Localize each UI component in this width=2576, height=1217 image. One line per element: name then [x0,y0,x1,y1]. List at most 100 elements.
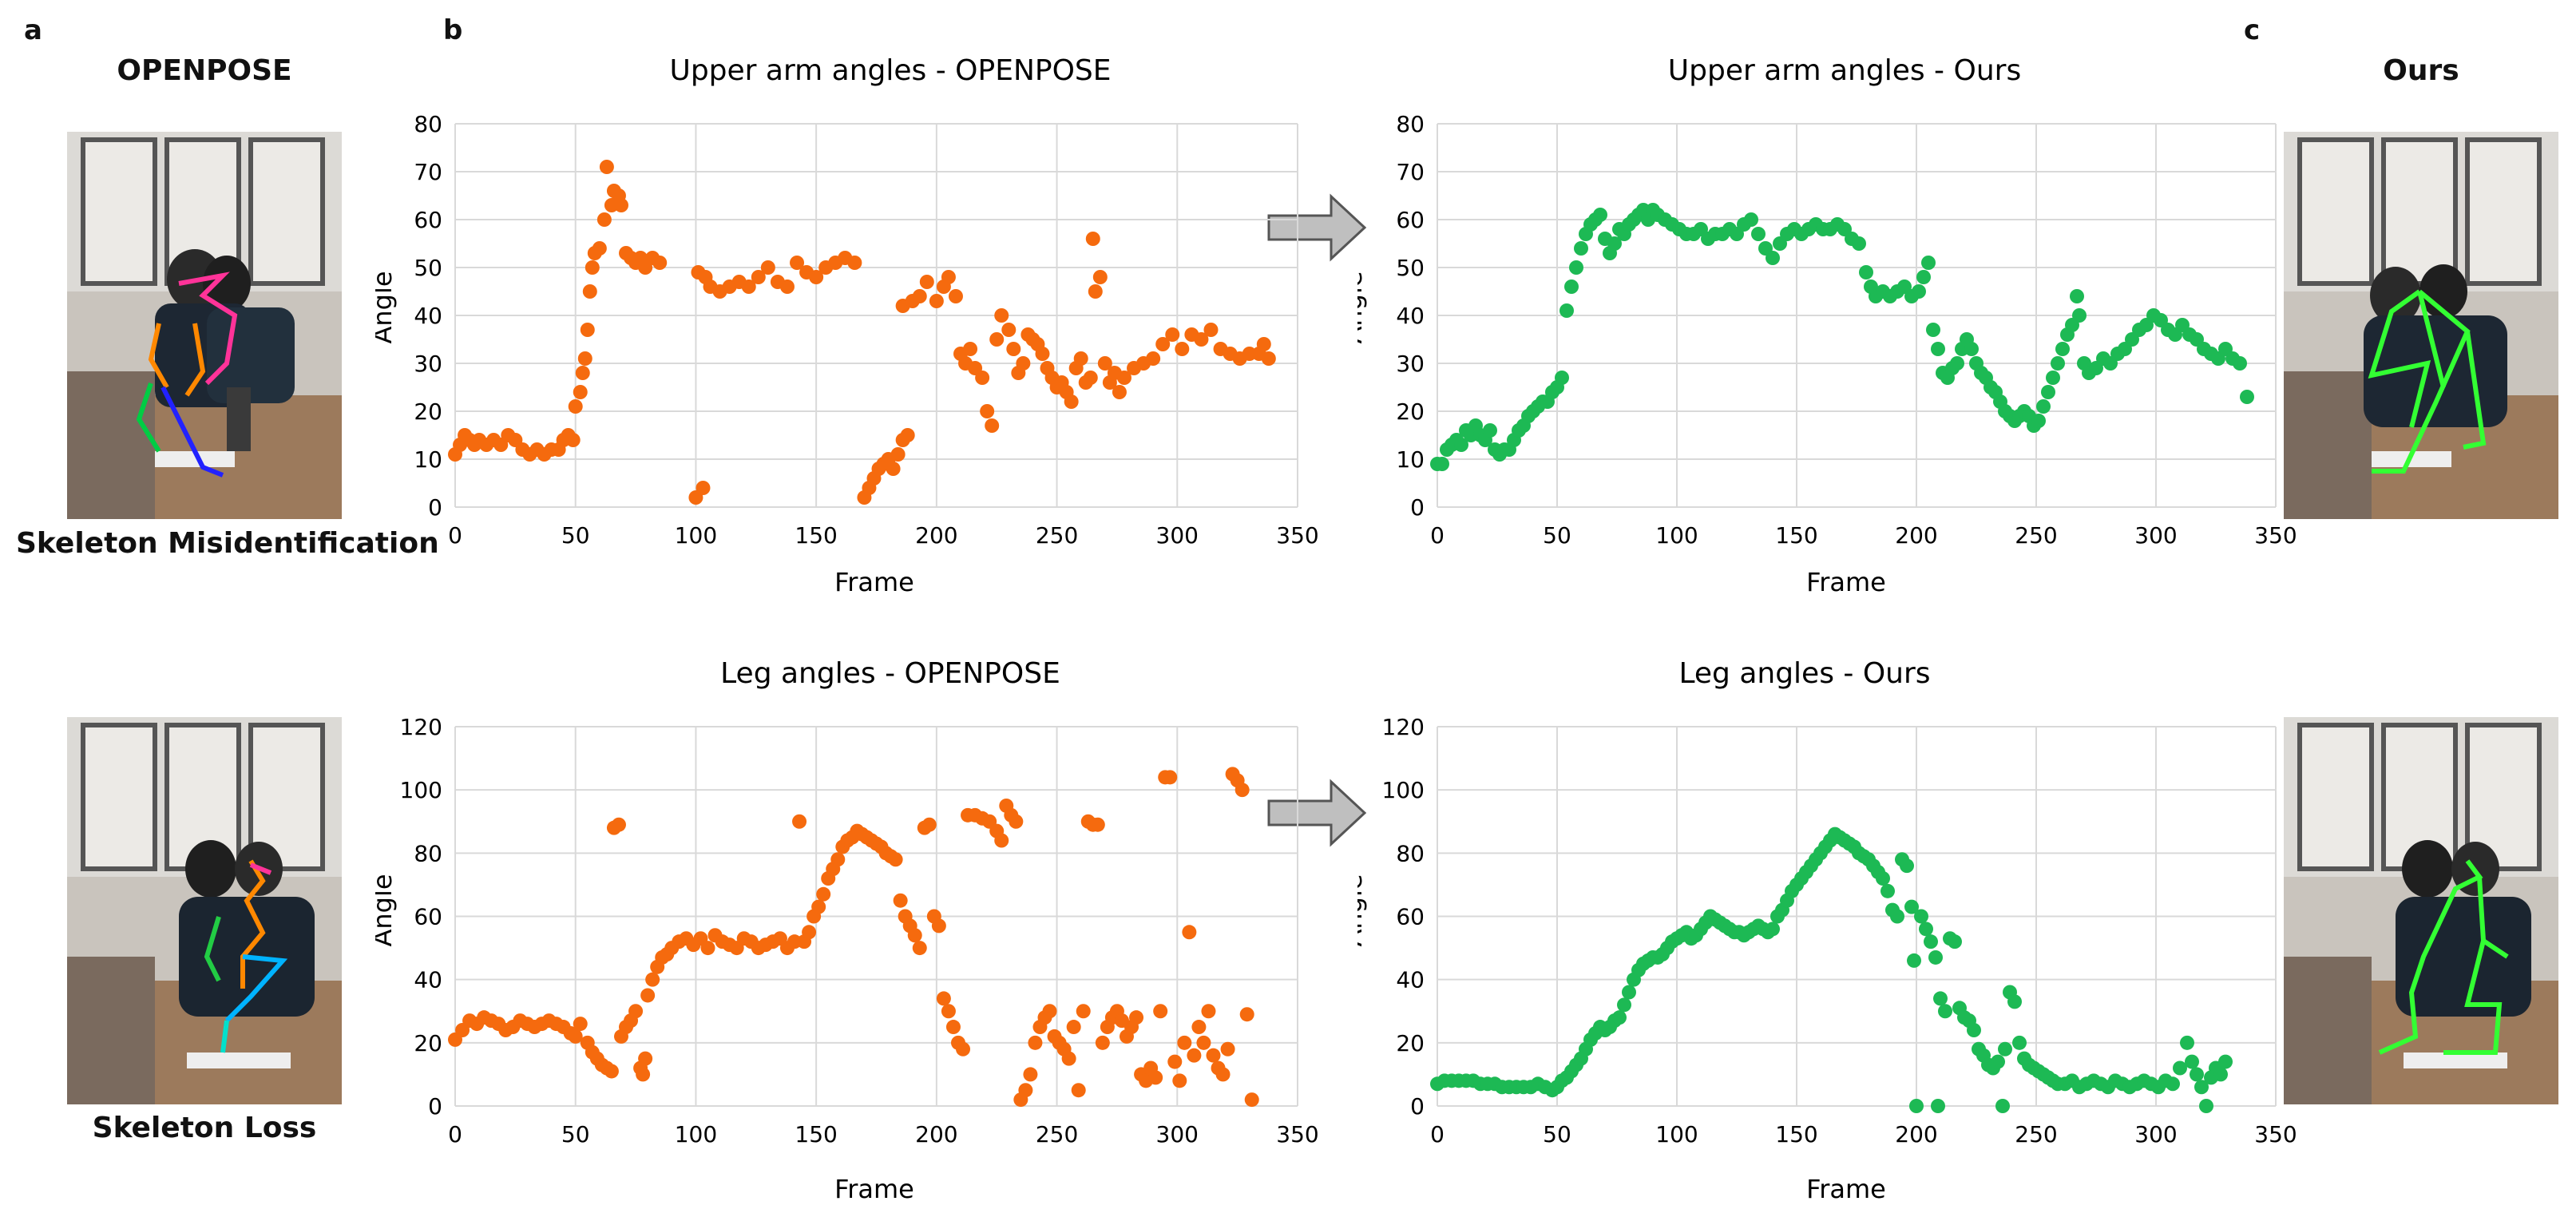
data-point [994,833,1009,848]
data-point [2041,385,2055,399]
loss-caption: Skeleton Loss [92,1112,317,1144]
data-point [1744,212,1758,227]
data-point [1435,457,1449,471]
y-tick-label: 100 [400,777,442,803]
data-point [2218,1054,2233,1069]
data-point [2031,414,2046,428]
data-point [2070,289,2084,303]
data-point [893,893,908,908]
data-point [1088,284,1103,299]
data-point [1622,985,1636,1000]
data-point [912,941,927,956]
data-point [1859,265,1873,279]
x-tick-label: 0 [448,1121,462,1148]
panel-label-a: a [24,14,42,46]
data-point [1261,351,1276,366]
y-tick-label: 80 [1396,840,1425,866]
y-tick-label: 80 [414,111,442,137]
data-point [1215,1067,1231,1082]
data-point [580,323,595,337]
data-point [1220,1041,1235,1056]
data-point [1924,934,1938,949]
data-point [1909,1099,1924,1113]
data-point [568,399,583,414]
data-point [1244,1092,1259,1108]
data-point [1083,371,1098,385]
x-tick-label: 100 [675,1121,717,1148]
ours-photo-title: Ours [2383,54,2459,87]
data-point [1206,1048,1221,1063]
y-tick-label: 20 [1396,1030,1425,1056]
data-point [1912,284,1926,299]
data-point [741,279,756,294]
x-tick-label: 150 [1775,1121,1817,1148]
y-tick-label: 0 [1410,494,1425,521]
ours-leg-photo [2284,717,2558,1104]
data-point [599,160,614,174]
y-tick-label: 120 [1382,714,1425,740]
y-tick-label: 0 [1410,1093,1425,1120]
y-tick-label: 80 [414,840,442,866]
data-point [1175,342,1190,356]
y-tick-label: 30 [1396,351,1425,377]
data-point [1009,814,1024,829]
data-point [2166,1076,2180,1092]
data-point [611,817,626,832]
data-point [1085,232,1100,246]
data-point [1095,1035,1110,1050]
data-point [1177,1035,1192,1050]
data-point [2213,1067,2228,1082]
data-point [2185,1054,2199,1069]
data-point [2173,1060,2187,1076]
data-point [760,260,775,275]
y-tick-label: 80 [1396,111,1425,137]
data-point [1998,1041,2012,1056]
x-tick-label: 150 [795,1121,837,1148]
data-point [1073,351,1088,366]
data-point [1559,303,1574,318]
data-point [1612,1010,1627,1025]
x-tick-label: 300 [1156,1121,1199,1148]
y-tick-label: 40 [1396,967,1425,993]
data-point [577,351,592,366]
data-point [604,1064,619,1079]
data-point [2007,994,2022,1009]
openpose-loss-photo [67,717,342,1104]
ours-upper-photo [2284,132,2558,519]
x-axis-label: Frame [834,1174,914,1204]
data-point [696,481,711,495]
data-point [989,332,1005,347]
x-tick-label: 100 [1655,1121,1698,1148]
data-point [945,1020,961,1035]
x-tick-label: 250 [2015,1121,2057,1148]
x-tick-label: 250 [1036,1121,1078,1148]
data-point [1097,356,1112,371]
data-point [890,447,906,462]
y-tick-label: 60 [414,904,442,930]
x-tick-label: 100 [1655,522,1698,549]
x-tick-label: 150 [1775,522,1817,549]
data-point [792,814,807,829]
y-tick-label: 100 [1382,777,1425,803]
data-point [2190,1067,2204,1082]
data-point [585,260,600,275]
x-tick-label: 50 [1543,522,1571,549]
y-tick-label: 60 [414,207,442,233]
y-tick-label: 30 [414,351,442,377]
x-axis-label: Frame [834,567,914,597]
data-point [2072,308,2087,323]
data-point [1569,260,1583,275]
data-point [1483,423,1497,438]
data-point [907,928,922,943]
data-point [809,270,824,284]
data-point [1766,251,1780,265]
y-tick-label: 40 [414,303,442,329]
data-point [1593,208,1607,222]
data-point [1172,1073,1187,1088]
data-point [645,972,660,987]
data-point [573,385,588,399]
x-axis-label: Frame [1806,1174,1886,1204]
data-point [575,366,590,380]
data-point [802,925,817,940]
data-point [1035,347,1050,361]
